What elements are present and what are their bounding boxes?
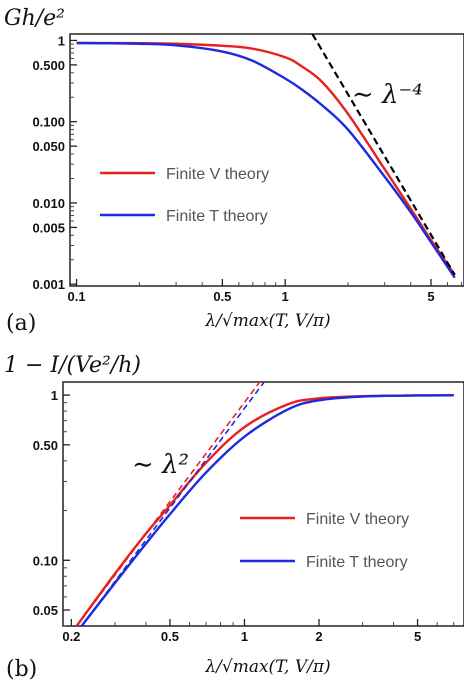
panel-b-x-tick-label: 0.2 — [62, 629, 80, 644]
panel-b-plot-frame — [62, 381, 464, 627]
panel-a-x-label: λ/√max(T, V/π) — [204, 311, 330, 331]
panel-a-y-tick-label: 0.005 — [32, 220, 65, 235]
panel-a-x-tick-label: 0.5 — [213, 289, 231, 304]
panel-a: Gh/e² 0.1 0.5 1 50.0010.0050.0100.0500.1000… — [4, 6, 464, 336]
panel-b-series-asymptote-3 — [80, 382, 266, 626]
panel-a-y-tick-label: 0.010 — [32, 196, 65, 211]
panel-b-series — [75, 382, 454, 626]
panel-b-x-tick-label: 1 — [241, 629, 248, 644]
panel-a-x-tick-label: 0.1 — [68, 289, 86, 304]
panel-a-y-tick-label: 0.500 — [32, 58, 65, 73]
panel-b-series-finite-t-theory — [80, 394, 454, 626]
panel-b-series-asymptote-2 — [75, 382, 261, 626]
panel-a-y-tick-label: 0.050 — [32, 139, 65, 154]
panel-a-legend-label-finite-t: Finite T theory — [166, 208, 268, 225]
panel-b-legend-label-finite-t: Finite T theory — [306, 554, 408, 571]
panel-a-series-finite-t-theory — [76, 41, 456, 279]
panel-a-y-title: Gh/e² — [4, 6, 65, 31]
panel-a-series-finite-v-theory — [76, 41, 456, 276]
panel-b-x-tick-label: 0.5 — [161, 629, 179, 644]
panel-a-series-asymptote-2 — [311, 34, 456, 276]
panel-a-y-tick-label: 0.100 — [32, 115, 65, 130]
panel-b-x-tick-label: 5 — [414, 629, 421, 644]
panel-b-annotation: ∼ λ² — [132, 450, 189, 480]
panel-b-y-tick-label: 0.10 — [33, 553, 58, 568]
panel-a-ticks: 0.1 0.5 1 5 0.001 0.005 0.010 0.050 0.100 0.500 1 — [32, 33, 462, 304]
panel-a-legend-label-finite-v: Finite V theory — [166, 166, 269, 183]
panel-b-y-tick-label: 0.05 — [33, 603, 58, 618]
panel-b-y-title: 1 − I/(Ve²/h) — [4, 353, 141, 378]
panel-a-annotation: ∼ λ⁻⁴ — [352, 80, 423, 110]
panel-b-legend-label-finite-v: Finite V theory — [306, 511, 409, 528]
panel-a-x-tick-label: 1 — [282, 289, 289, 304]
panel-b-x-tick-label: 2 — [315, 629, 322, 644]
panel-b: 1 − I/(Ve²/h) 0.2 0.5 1 2 5 0.05 0.10 0.50 1 ∼ λ… — [4, 353, 464, 682]
panel-a-plot-frame — [69, 33, 464, 287]
panel-b-label: (b) — [6, 657, 37, 682]
panel-a-legend: Finite V theory Finite T theory — [100, 166, 269, 225]
panel-b-x-label: λ/√max(T, V/π) — [204, 657, 330, 677]
panel-b-y-tick-label: 0.50 — [33, 438, 58, 453]
panel-a-label: (a) — [6, 311, 36, 336]
panel-a-y-tick-label: 1 — [58, 33, 65, 48]
panel-a-y-tick-label: 0.001 — [32, 277, 65, 292]
panel-b-legend: Finite V theory Finite T theory — [240, 511, 409, 571]
panel-b-ticks: 0.2 0.5 1 2 5 0.05 0.10 0.50 1 — [33, 388, 455, 644]
panel-b-y-tick-label: 1 — [51, 388, 58, 403]
panel-a-series — [76, 34, 456, 279]
panel-a-x-tick-label: 5 — [427, 289, 434, 304]
